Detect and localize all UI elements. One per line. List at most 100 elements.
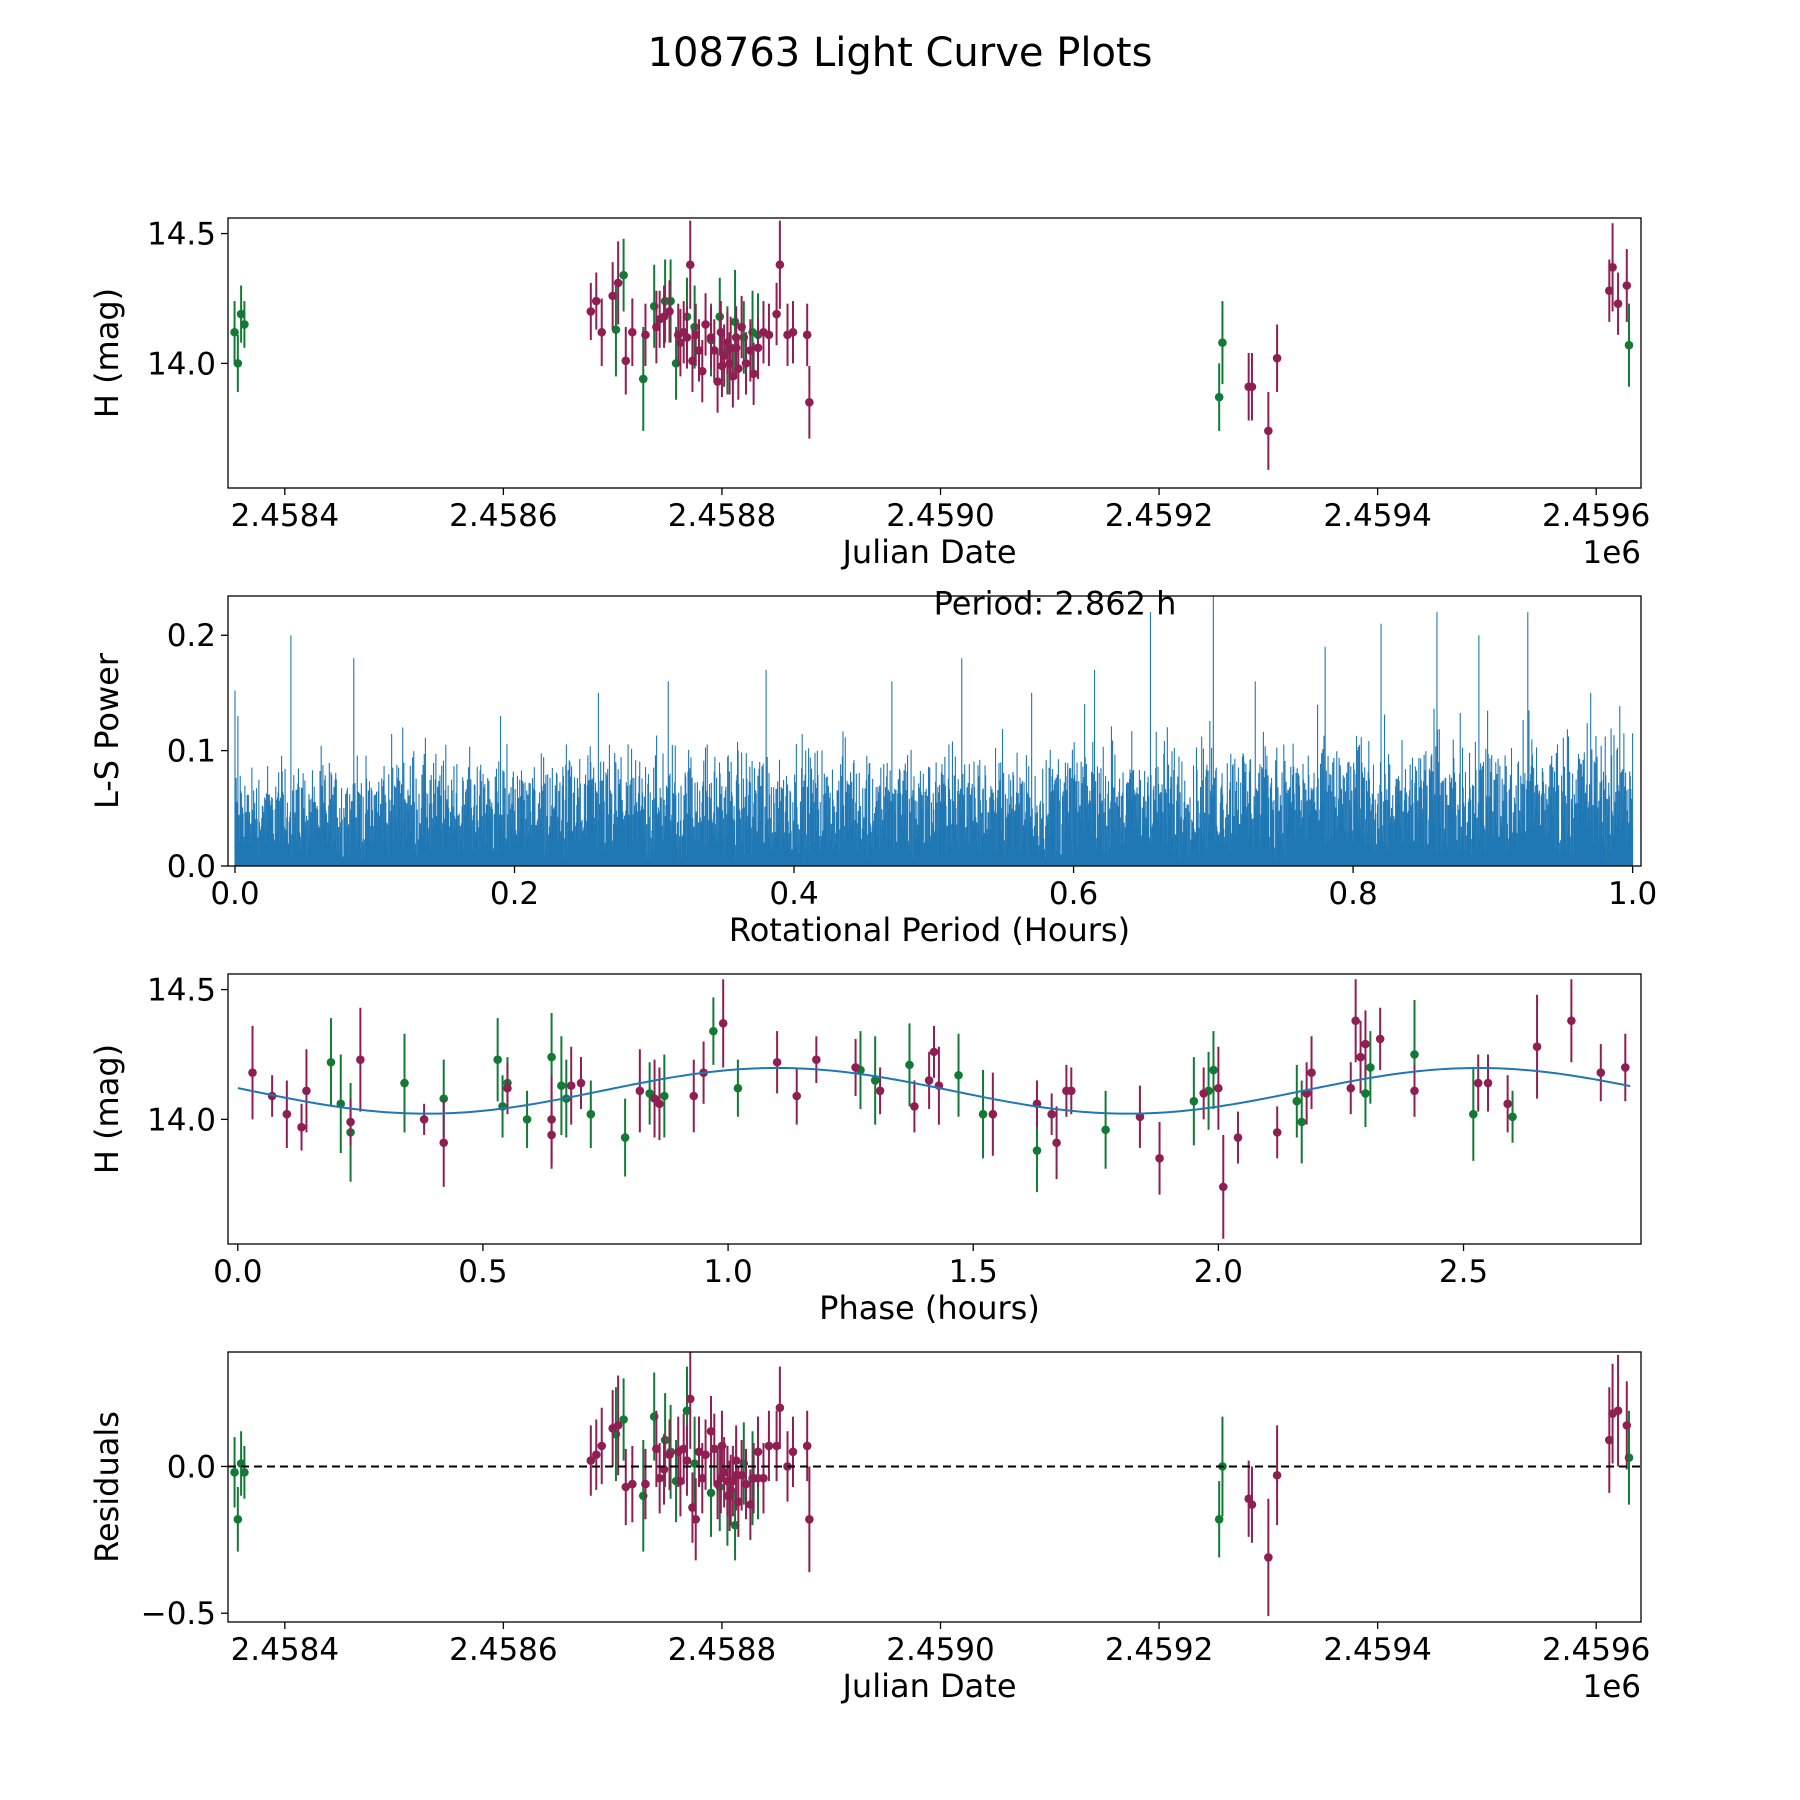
data-point [685,1394,695,1404]
data-point [233,1514,243,1524]
data-point [1410,1086,1419,1096]
data-point [682,333,692,342]
data-point [737,322,746,332]
x-tick-label: 1.5 [949,1254,998,1290]
data-point [493,1055,502,1064]
series-maroon [586,220,1632,470]
data-point [635,1086,645,1096]
data-point [1622,281,1632,290]
data-point [713,377,722,386]
y-tick-label: 0.2 [167,618,216,654]
x-axis-label: Rotational Period (Hours) [729,911,1130,949]
data-point [709,346,719,355]
chart-panels: 2.4584 2.4586 2.4588 2.4590 2.4592 2.4594 2.45… [88,217,1657,1705]
data-point [591,296,601,306]
data-point [716,327,726,337]
data-point [749,369,758,379]
data-point [1366,1063,1375,1072]
data-point [870,1076,880,1085]
x-axis-label: Phase (hours) [819,1289,1040,1327]
data-point [682,1456,692,1465]
data-point [356,1055,365,1064]
data-point [597,1441,607,1451]
data-point [1032,1146,1042,1155]
x-tick-label: 2.4586 [449,498,557,534]
data-point [731,1456,741,1465]
data-point [759,1473,768,1483]
x-tick-label: 2.4586 [449,1632,557,1668]
data-point [628,327,637,337]
data-point [236,309,246,319]
x-offset-label: 1e6 [1582,1669,1641,1705]
data-point [701,320,710,329]
data-point [660,1091,669,1101]
x-tick-label: 2.4596 [1542,498,1650,534]
x-axis-label: Julian Date [840,1667,1016,1705]
data-point [439,1138,449,1148]
data-point [282,1109,292,1119]
data-point [419,1115,429,1124]
x-tick-label: 0.4 [769,876,818,912]
y-tick-label: 0.0 [167,849,216,885]
data-point [1297,1117,1307,1127]
data-point [1135,1112,1145,1122]
data-point [733,1083,743,1093]
x-tick-label: 2.4594 [1323,1632,1431,1668]
data-point [1292,1096,1302,1106]
data-point [715,312,725,321]
data-point [688,356,697,366]
data-point [1218,338,1227,347]
data-point [1066,1086,1076,1096]
data-point [666,296,675,306]
data-point [566,1081,576,1090]
data-point [910,1102,919,1111]
data-point [764,1441,774,1451]
data-point [802,1441,812,1451]
data-point [1605,286,1614,295]
data-point [1508,1112,1517,1122]
data-point [851,1063,860,1072]
data-point [660,1435,670,1445]
data-point [746,346,755,355]
data-point [1532,1042,1542,1051]
y-tick-label: 0.0 [167,1449,216,1485]
y-tick-label: 0.1 [167,734,216,770]
data-point [689,1091,699,1101]
data-point [717,1441,727,1451]
data-point [718,1019,728,1028]
x-tick-label: 2.4588 [668,1632,776,1668]
data-point [1214,392,1224,402]
data-point [772,309,781,319]
data-point [233,359,243,368]
data-point [1101,1125,1110,1135]
data-point [1605,1435,1614,1445]
data-point [764,330,774,340]
data-point [1264,426,1273,436]
data-point [1361,1089,1370,1098]
data-point [641,330,650,340]
data-point [685,260,695,270]
x-tick-label: 2.4590 [886,498,994,534]
data-point [547,1115,556,1124]
data-point [1473,1078,1483,1088]
x-offset-label: 1e6 [1582,535,1641,571]
data-point [1307,1068,1316,1077]
data-point [792,1091,802,1101]
x-tick-label: 2.5 [1439,1254,1488,1290]
data-point [772,1441,781,1451]
plot-area [230,1352,1634,1617]
data-point [665,307,674,316]
data-point [240,320,249,329]
chart-periodogram: Period: 2.862 h 0.0 0.2 0.4 0.6 0.8 1.0 0.0 0.1 0… [88,584,1657,949]
data-point [1621,1063,1630,1072]
plot-frame [227,595,1642,867]
data-point [439,1094,449,1103]
fit-curve [237,1066,1631,1115]
data-point [717,361,727,371]
data-point [775,260,785,270]
data-point [741,359,751,368]
data-point [694,1447,704,1457]
chart-phased: 0.0 0.5 1.0 1.5 2.0 2.5 14.0 14.5 Phase (hours) H… [88,973,1642,1327]
x-tick-label: 0.5 [458,1254,507,1290]
data-point [706,1426,716,1436]
